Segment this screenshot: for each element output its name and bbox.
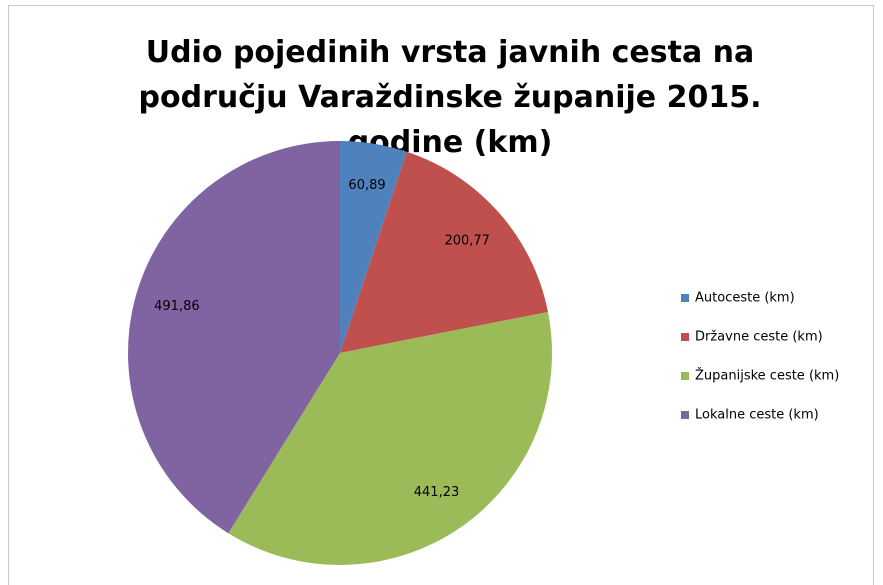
data-label: 491,86 [154,299,200,314]
pie-slice [228,311,552,565]
chart-frame [8,5,874,585]
legend-label: Državne ceste (km) [695,330,823,345]
data-label: 441,23 [414,485,460,500]
legend-swatch [681,294,689,302]
chart-title: Udio pojedinih vrsta javnih cesta na pod… [138,35,762,160]
legend-swatch [681,411,689,419]
legend-label: Autoceste (km) [695,291,795,306]
legend-swatch [681,372,689,380]
legend-label: Lokalne ceste (km) [695,408,819,423]
pie-slice [127,141,340,534]
data-label: 60,89 [348,178,385,193]
data-label: 200,77 [444,233,490,248]
pie-slice [340,141,407,353]
pie-slice [340,151,548,353]
legend-swatch [681,333,689,341]
legend-label: Županijske ceste (km) [695,368,839,384]
